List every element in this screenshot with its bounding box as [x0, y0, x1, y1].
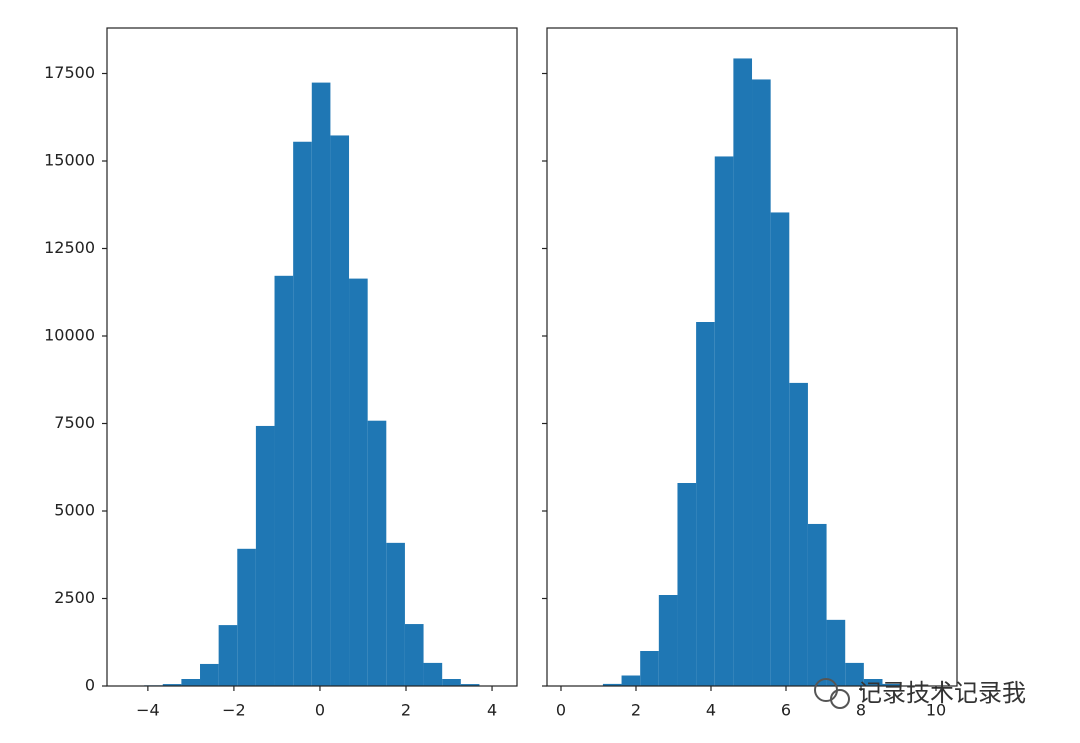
bar	[621, 675, 641, 686]
bar	[386, 542, 405, 686]
bar	[162, 684, 182, 686]
y-tick-label: 15000	[44, 151, 95, 170]
bar	[733, 58, 753, 686]
y-tick-label: 2500	[54, 588, 95, 607]
bar	[826, 619, 846, 686]
bar	[218, 625, 238, 686]
x-tick-label: 4	[706, 701, 716, 720]
x-tick-label: 4	[487, 701, 497, 720]
y-tick-label: 10000	[44, 326, 95, 345]
bar	[293, 141, 312, 686]
bar	[311, 82, 331, 687]
y-tick-label: 17500	[44, 63, 95, 82]
x-tick-label: 0	[315, 701, 325, 720]
bar	[770, 212, 790, 686]
bar	[696, 322, 715, 686]
bar	[349, 278, 368, 686]
bar	[442, 679, 461, 686]
x-tick-label: 2	[401, 701, 411, 720]
x-tick-label: 8	[856, 701, 866, 720]
bar	[423, 662, 443, 686]
bar	[460, 684, 480, 686]
bar	[255, 425, 275, 686]
y-tick-label: 7500	[54, 413, 95, 432]
x-tick-label: 10	[926, 701, 946, 720]
x-tick-label: −2	[222, 701, 246, 720]
axes-frame	[106, 27, 518, 687]
bar	[237, 548, 256, 686]
y-tick-label: 5000	[54, 501, 95, 520]
bar	[882, 683, 902, 686]
bar	[640, 651, 659, 686]
bar	[330, 135, 350, 686]
bar	[863, 679, 883, 686]
bar	[602, 683, 622, 686]
x-tick-label: 0	[556, 701, 566, 720]
bar	[752, 79, 771, 686]
axes-frame	[546, 27, 958, 687]
watermark: 记录技术记录我	[858, 679, 1026, 707]
bar	[845, 662, 864, 686]
x-tick-label: −4	[136, 701, 160, 720]
bar	[714, 156, 734, 686]
y-tick-label: 12500	[44, 238, 95, 257]
bar	[807, 523, 827, 686]
bar	[404, 624, 424, 686]
bar	[789, 382, 808, 686]
bar	[181, 679, 201, 686]
watermark-icon	[814, 678, 850, 709]
bar	[200, 663, 219, 686]
bar	[367, 420, 387, 686]
bar	[658, 595, 678, 686]
x-tick-label: 2	[631, 701, 641, 720]
x-tick-label: 6	[781, 701, 791, 720]
bar	[274, 275, 294, 686]
bar	[677, 483, 697, 686]
y-tick-label: 0	[85, 676, 95, 695]
